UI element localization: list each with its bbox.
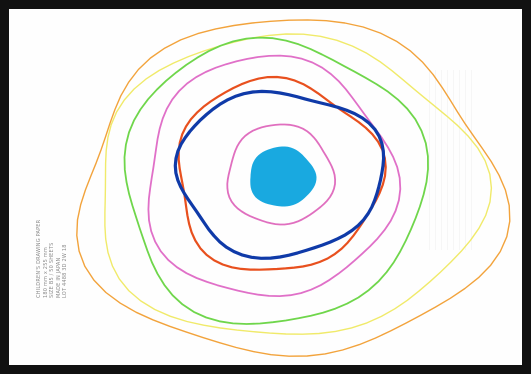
center-blue-dot — [250, 146, 317, 207]
yellow-ring — [104, 33, 493, 335]
green-ring — [123, 36, 429, 325]
pink-outer-ring — [147, 54, 402, 297]
faint-backprint — [429, 70, 475, 250]
blue-ring — [173, 89, 386, 260]
pink-inner-ring — [226, 123, 336, 226]
red-orange-ring — [177, 75, 387, 271]
orange-outer-ring — [76, 19, 511, 357]
